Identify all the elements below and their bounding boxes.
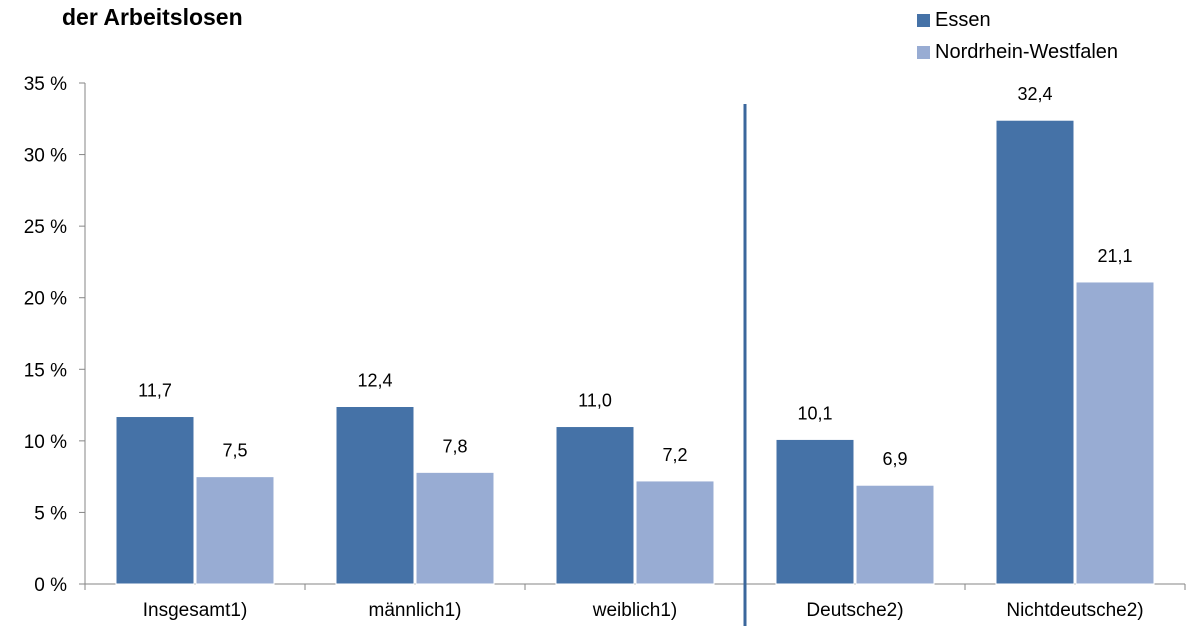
- bar-nrw: [415, 471, 495, 585]
- x-category-label: Insgesamt1): [143, 600, 248, 621]
- y-tick-label: 15 %: [24, 360, 67, 381]
- y-tick-label: 20 %: [24, 289, 67, 310]
- bar-value-label: 7,2: [662, 445, 687, 465]
- bar-essen: [995, 119, 1075, 585]
- legend-swatch-essen: [917, 13, 930, 27]
- y-tick-label: 10 %: [24, 432, 67, 453]
- legend-swatch-nrw: [917, 45, 930, 59]
- bar-essen: [335, 406, 415, 585]
- bar-value-label: 10,1: [797, 403, 832, 423]
- bar-nrw: [195, 476, 275, 585]
- bar-nrw: [635, 480, 715, 585]
- legend: Essen Nordrhein-Westfalen: [917, 4, 1118, 68]
- x-category-label: Deutsche2): [806, 600, 903, 621]
- bar-essen: [115, 416, 195, 585]
- bar-essen: [555, 426, 635, 585]
- bar-value-label: 32,4: [1017, 84, 1052, 104]
- bar-value-label: 7,5: [222, 441, 247, 461]
- x-category-label: Nichtdeutsche2): [1006, 600, 1143, 621]
- y-tick-label: 25 %: [24, 217, 67, 238]
- y-tick-label: 30 %: [24, 146, 67, 167]
- legend-item-nrw: Nordrhein-Westfalen: [917, 36, 1118, 68]
- y-tick-label: 0 %: [34, 575, 67, 596]
- chart-title: der Arbeitslosen: [62, 4, 243, 30]
- bar-nrw: [855, 484, 935, 585]
- y-tick-label: 5 %: [34, 503, 67, 524]
- x-category-label: weiblich1): [592, 600, 677, 621]
- bar-value-label: 21,1: [1097, 246, 1132, 266]
- bar-nrw: [1075, 281, 1155, 585]
- legend-label-essen: Essen: [935, 8, 991, 31]
- legend-label-nrw: Nordrhein-Westfalen: [935, 40, 1119, 63]
- bar-value-label: 11,0: [578, 391, 612, 411]
- bar-value-label: 12,4: [357, 371, 392, 391]
- bar-value-label: 6,9: [882, 449, 907, 469]
- bar-value-label: 11,7: [138, 381, 172, 401]
- bar-value-label: 7,8: [442, 436, 467, 456]
- y-tick-label: 35 %: [24, 74, 67, 95]
- legend-item-essen: Essen: [917, 4, 1118, 36]
- bar-essen: [775, 438, 855, 585]
- x-category-label: männlich1): [369, 600, 462, 621]
